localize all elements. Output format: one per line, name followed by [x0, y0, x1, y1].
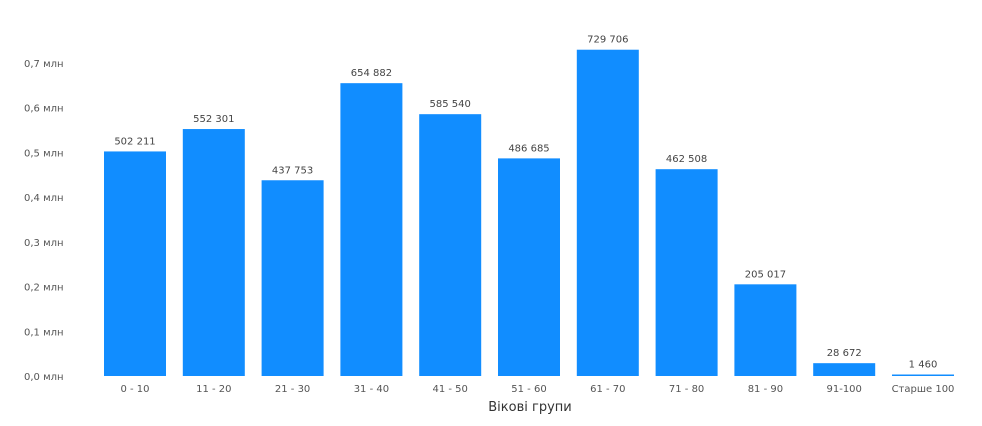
x-tick-label: 61 - 70	[590, 384, 625, 395]
x-axis: 0 - 10 11 - 20 21 - 30 31 - 40 41 - 50 51 - 6…	[120, 384, 954, 395]
y-tick-label: 0,3 млн	[24, 238, 64, 249]
data-label: 486 685	[508, 143, 549, 154]
data-label: 1 460	[909, 360, 938, 371]
data-label: 502 211	[114, 136, 155, 147]
data-label: 552 301	[193, 114, 234, 125]
x-tick-label: 71 - 80	[669, 384, 704, 395]
y-tick-label: 0,4 млн	[24, 193, 64, 204]
data-label: 585 540	[430, 99, 471, 110]
y-tick-label: 0,1 млн	[24, 327, 64, 338]
bar[interactable]	[498, 158, 560, 376]
bar[interactable]	[813, 363, 876, 376]
data-label: 28 672	[827, 348, 862, 359]
data-label: 729 706	[587, 35, 628, 46]
x-tick-label: 11 - 20	[196, 384, 231, 395]
x-tick-label: 0 - 10	[120, 384, 149, 395]
bar[interactable]	[655, 169, 718, 376]
bars-group: 502 211 552 301 437 753 654 882 585 540 486 6…	[104, 35, 954, 377]
bar[interactable]	[340, 83, 403, 376]
y-tick-label: 0,5 млн	[24, 148, 64, 159]
x-tick-label: 91-100	[826, 384, 861, 395]
x-tick-label: 21 - 30	[275, 384, 310, 395]
data-label: 205 017	[745, 269, 786, 280]
bar[interactable]	[182, 129, 245, 376]
bar[interactable]	[734, 284, 797, 376]
x-tick-label: 81 - 90	[748, 384, 783, 395]
y-tick-label: 0,6 млн	[24, 104, 64, 115]
x-tick-label: Старше 100	[892, 384, 955, 395]
y-tick-label: 0,2 млн	[24, 283, 64, 294]
y-tick-label: 0,0 млн	[24, 372, 64, 383]
bar[interactable]	[892, 374, 954, 377]
x-tick-label: 51 - 60	[511, 384, 546, 395]
bar[interactable]	[419, 114, 482, 377]
data-label: 462 508	[666, 154, 707, 165]
bar[interactable]	[104, 151, 166, 376]
data-label: 437 753	[272, 165, 313, 176]
y-axis: 0,0 млн 0,1 млн 0,2 млн 0,3 млн 0,4 млн 0,5 м…	[24, 59, 64, 383]
x-axis-title: Вікові групи	[488, 400, 571, 415]
x-tick-label: 41 - 50	[432, 384, 467, 395]
data-label: 654 882	[351, 68, 392, 79]
bar[interactable]	[576, 49, 639, 377]
y-tick-label: 0,7 млн	[24, 59, 64, 70]
x-tick-label: 31 - 40	[354, 384, 389, 395]
bar[interactable]	[261, 180, 324, 376]
